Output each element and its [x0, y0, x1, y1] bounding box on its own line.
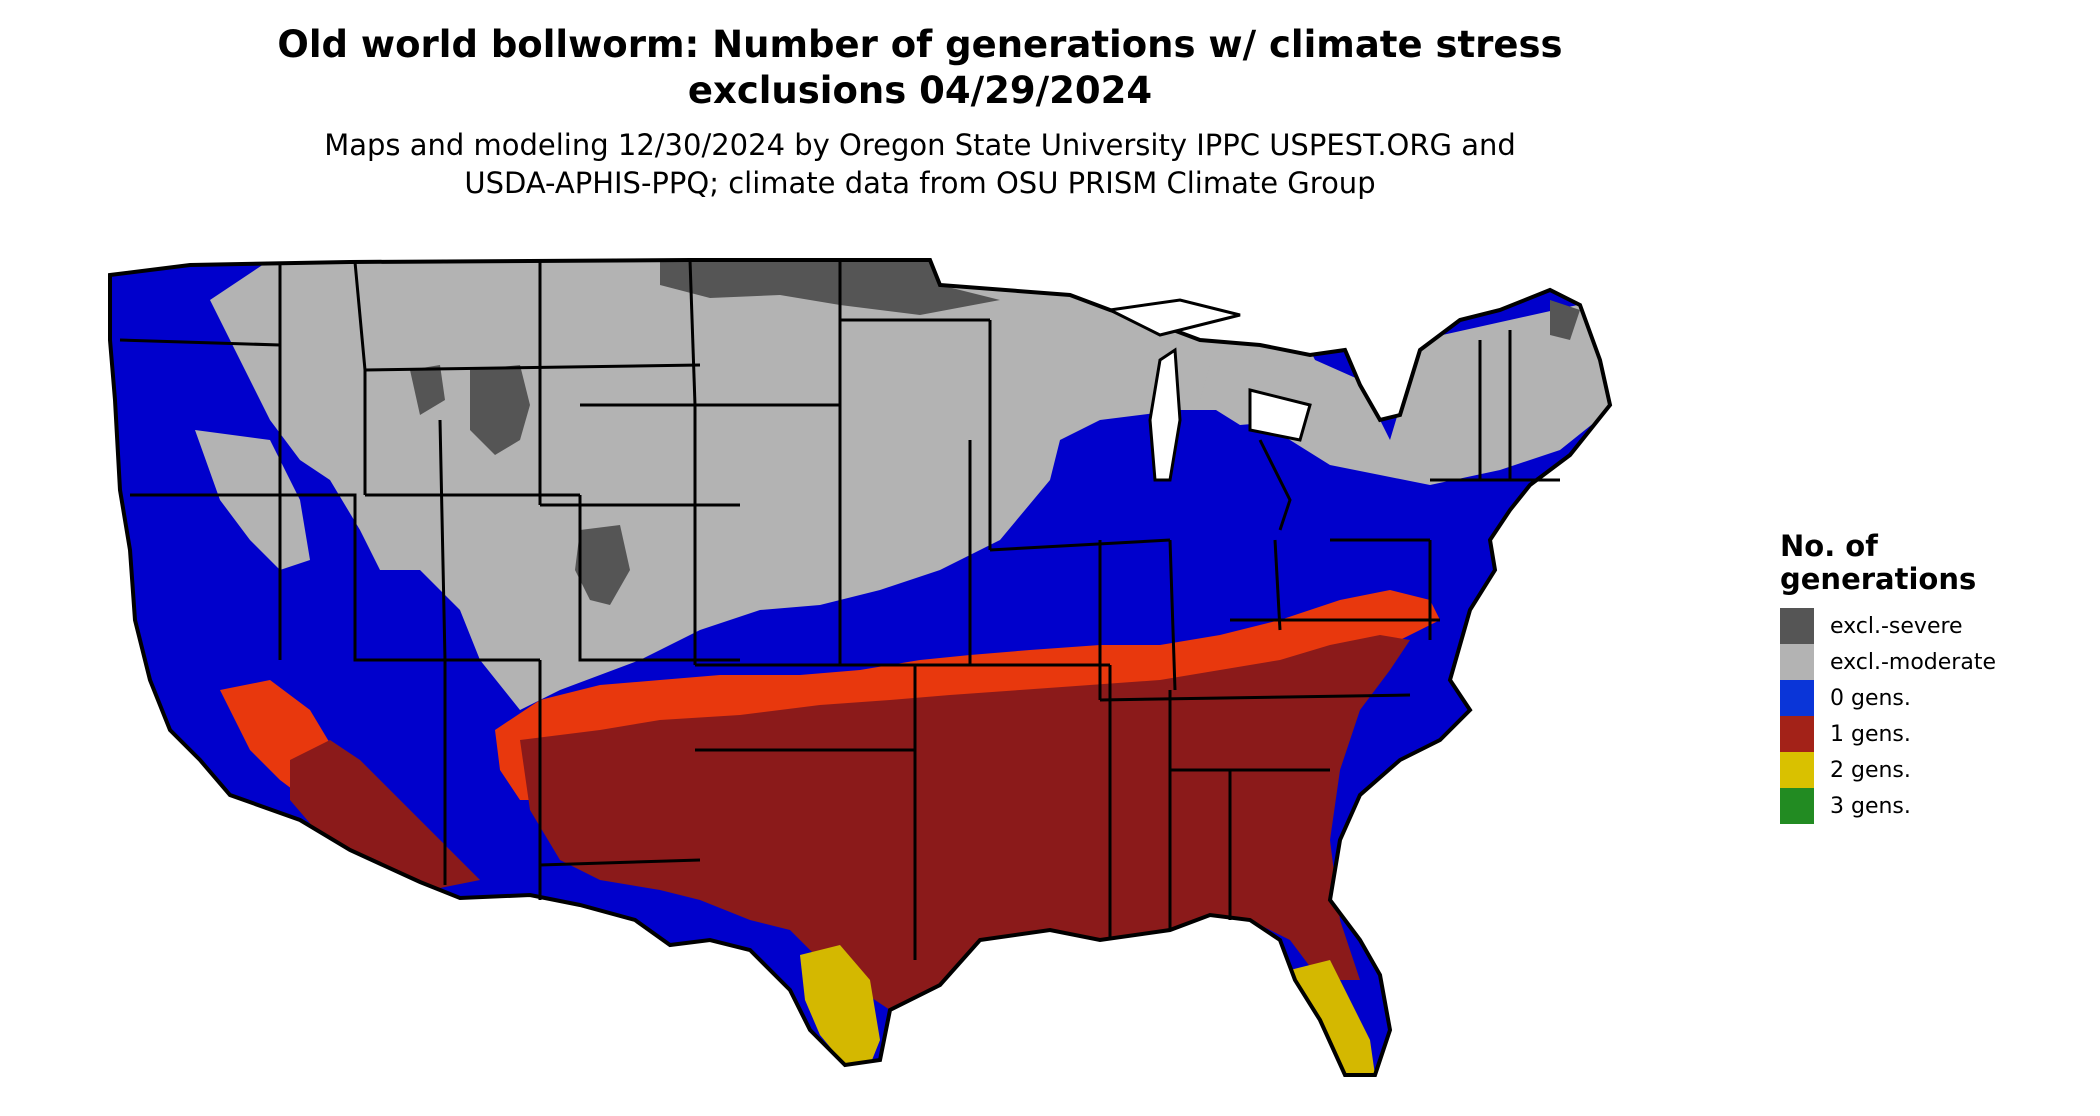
legend-label: excl.-moderate — [1830, 649, 1996, 675]
title-line-1: Old world bollworm: Number of generation… — [277, 23, 1563, 66]
legend-label: 3 gens. — [1830, 793, 1911, 819]
legend-swatch-excl-severe — [1780, 608, 1814, 644]
legend-label: 1 gens. — [1830, 721, 1911, 747]
subtitle-line-2: USDA-APHIS-PPQ; climate data from OSU PR… — [464, 166, 1376, 200]
legend-label: excl.-severe — [1830, 613, 1963, 639]
legend-swatch-0-gens — [1780, 680, 1814, 716]
legend-swatch-excl-moderate — [1780, 644, 1814, 680]
excl-severe-region-wyoming — [470, 365, 530, 455]
legend-swatch-3-gens — [1780, 788, 1814, 824]
legend-swatch-2-gens — [1780, 752, 1814, 788]
legend-label: 0 gens. — [1830, 685, 1911, 711]
state-borders — [119, 259, 1560, 960]
legend-item: 2 gens. — [1780, 752, 2090, 788]
legend-item: excl.-moderate — [1780, 644, 2090, 680]
excl-severe-region-maine — [1550, 300, 1580, 340]
legend-title-line-1: No. of — [1780, 529, 1878, 563]
legend-label: 2 gens. — [1830, 757, 1911, 783]
one-gen-dark-region-arizona — [290, 740, 480, 890]
map-subtitle: Maps and modeling 12/30/2024 by Oregon S… — [130, 126, 1710, 202]
legend-item: excl.-severe — [1780, 608, 2090, 644]
excl-severe-region — [660, 260, 1000, 315]
excl-severe-region-montana — [410, 365, 445, 415]
legend-item: 1 gens. — [1780, 716, 2090, 752]
legend-item: 0 gens. — [1780, 680, 2090, 716]
legend-title-line-2: generations — [1780, 562, 1977, 596]
us-generations-map — [108, 258, 1613, 1077]
map-title: Old world bollworm: Number of generation… — [130, 22, 1710, 114]
two-gens-region-florida — [1290, 960, 1375, 1075]
legend-swatch-1-gens — [1780, 716, 1814, 752]
great-lakes — [1105, 298, 1312, 482]
legend: No. of generations excl.-severe excl.-mo… — [1780, 530, 2090, 824]
one-gen-dark-region — [520, 635, 1410, 1010]
us-outline — [108, 258, 1613, 1077]
legend-title: No. of generations — [1780, 530, 2090, 596]
title-line-2: exclusions 04/29/2024 — [687, 69, 1153, 112]
subtitle-line-1: Maps and modeling 12/30/2024 by Oregon S… — [324, 128, 1516, 162]
excl-severe-region-colorado — [575, 525, 630, 605]
two-gens-region-texas — [800, 945, 880, 1065]
legend-item: 3 gens. — [1780, 788, 2090, 824]
